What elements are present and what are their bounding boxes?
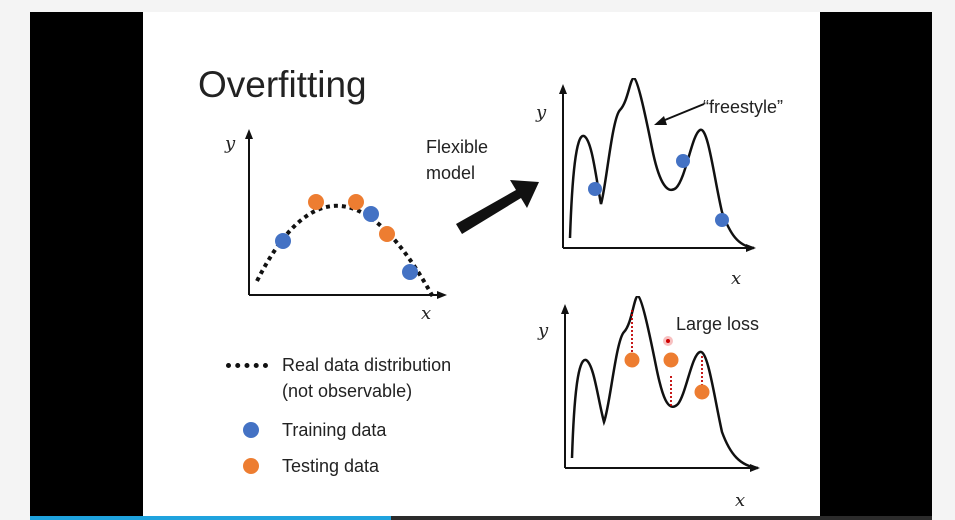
large-loss-label: Large loss — [676, 314, 760, 334]
video-progress-bar[interactable] — [30, 516, 932, 520]
legend-real-line2: (not observable) — [282, 381, 413, 401]
testing-point — [308, 194, 324, 210]
x-axis-label: x — [735, 490, 745, 506]
slide: Overfitting y x Flexible model y — [143, 12, 820, 518]
freestyle-curve — [568, 78, 755, 250]
large-loss-plot: y x — [537, 296, 760, 506]
legend-testing-dot — [243, 458, 259, 474]
x-axis-label: x — [731, 268, 741, 288]
testing-point — [694, 384, 710, 400]
flexible-model-line1: Flexible — [426, 137, 489, 157]
legend-real-line1: Real data distribution — [282, 355, 452, 375]
legend-real-distribution: Real data distribution (not observable) — [282, 352, 451, 404]
training-point — [588, 182, 602, 196]
left-plot: y x — [224, 129, 447, 324]
freestyle-plot: y x — [535, 78, 756, 288]
flexible-model-arrow — [456, 180, 539, 234]
y-axis-label: y — [224, 133, 236, 154]
legend-testing-label: Testing data — [282, 456, 380, 476]
legend-training-dot — [243, 422, 259, 438]
training-point — [715, 213, 729, 227]
freestyle-label: “freestyle” — [703, 97, 784, 117]
training-point — [676, 154, 690, 168]
flexible-model-line2: model — [426, 163, 476, 183]
slide-title: Overfitting — [198, 64, 367, 105]
overfit-curve — [570, 296, 759, 470]
y-axis-label: y — [537, 320, 549, 341]
training-point — [275, 233, 291, 249]
testing-point — [624, 352, 640, 368]
testing-point — [663, 352, 679, 368]
video-progress-fill — [30, 516, 391, 520]
legend-training-label: Training data — [282, 420, 387, 440]
legend-dotted-line — [226, 363, 268, 368]
training-point — [363, 206, 379, 222]
real-distribution-curve — [255, 204, 435, 298]
flexible-model-label: Flexible model — [426, 134, 488, 186]
training-point — [402, 264, 418, 280]
y-axis-label: y — [535, 102, 547, 123]
testing-point — [379, 226, 395, 242]
testing-point — [348, 194, 364, 210]
x-axis-label: x — [421, 303, 431, 324]
